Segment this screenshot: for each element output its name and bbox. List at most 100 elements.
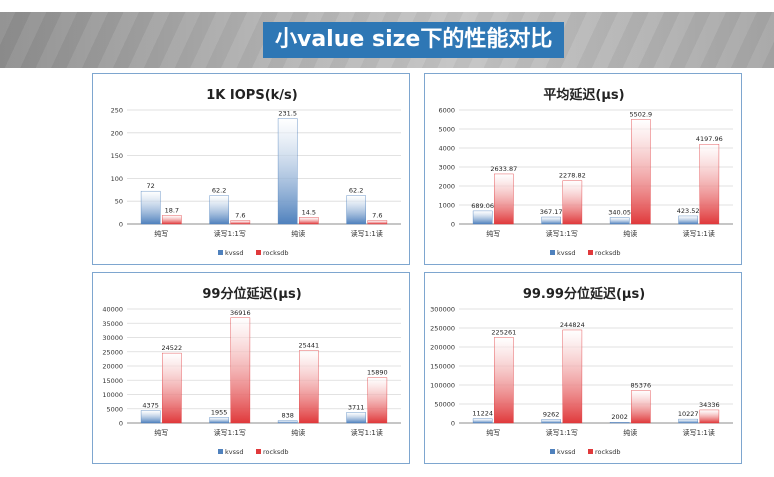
legend-label-kvssd: kvssd [225, 249, 244, 257]
chart-svg: 1K IOPS(k/s) 0 50 100 150 200 250 72 18.7 纯写 62.2 7… [111, 88, 401, 257]
data-label-rocksdb: 14.5 [302, 208, 316, 216]
bar-rocksdb [631, 119, 651, 225]
x-tick-label: 读写1:1写 [546, 428, 578, 437]
legend-label-kvssd: kvssd [557, 249, 576, 257]
y-tick-label: 200000 [430, 344, 455, 352]
data-label-rocksdb: 18.7 [165, 206, 179, 214]
x-tick-label: 纯写 [486, 229, 500, 238]
x-tick-label: 纯写 [486, 428, 500, 437]
data-label-kvssd: 689.06 [471, 202, 494, 210]
chart-svg: 平均延迟(μs) 0 1000 2000 3000 4000 5000 6000 689.06 2… [438, 87, 733, 257]
y-tick-label: 35000 [102, 320, 123, 328]
bar-rocksdb [631, 390, 651, 424]
x-tick-label: 读写1:1读 [683, 229, 715, 238]
legend-swatch-kvssd [218, 250, 223, 255]
bar-rocksdb [230, 317, 251, 424]
x-tick-label: 纯读 [291, 229, 305, 238]
bar-kvssd [609, 422, 630, 424]
data-label-rocksdb: 244824 [560, 321, 585, 329]
data-label-kvssd: 423.52 [677, 207, 700, 215]
legend-swatch-rocksdb [256, 250, 261, 255]
legend-label-kvssd: kvssd [557, 448, 576, 456]
data-label-kvssd: 4375 [142, 402, 159, 410]
bar-kvssd [472, 418, 493, 424]
bar-kvssd [140, 190, 161, 225]
bar-kvssd [346, 412, 366, 424]
bar-rocksdb [299, 217, 319, 225]
data-label-rocksdb: 225261 [491, 328, 516, 336]
x-tick-label: 纯读 [623, 428, 637, 437]
y-tick-label: 10000 [102, 391, 123, 399]
data-label-kvssd: 10227 [678, 410, 699, 418]
x-tick-label: 读写1:1读 [683, 428, 715, 437]
legend-swatch-rocksdb [256, 449, 261, 454]
legend-label-rocksdb: rocksdb [595, 448, 620, 456]
data-label-kvssd: 3711 [348, 403, 365, 411]
legend-label-rocksdb: rocksdb [263, 448, 288, 456]
y-tick-label: 200 [111, 129, 123, 137]
data-label-rocksdb: 34336 [699, 401, 720, 409]
y-tick-label: 100 [111, 175, 123, 183]
data-label-rocksdb: 7.6 [235, 212, 245, 220]
bar-rocksdb [699, 144, 720, 225]
bar-rocksdb [699, 409, 720, 424]
data-label-kvssd: 340.05 [608, 209, 631, 217]
y-tick-label: 150 [111, 152, 123, 160]
x-tick-label: 纯写 [154, 229, 168, 238]
data-label-rocksdb: 24522 [161, 344, 182, 352]
data-label-kvssd: 11224 [472, 410, 493, 418]
y-tick-label: 30000 [102, 334, 123, 342]
y-tick-label: 250000 [430, 325, 455, 333]
legend-label-rocksdb: rocksdb [263, 249, 288, 257]
y-tick-label: 50 [115, 198, 123, 206]
x-tick-label: 读写1:1写 [546, 229, 578, 238]
bar-rocksdb [162, 352, 182, 424]
chart-panel-p99-latency: 99分位延迟(μs) 0 5000 10000 15000 20000 25000 30000… [92, 272, 410, 464]
data-label-kvssd: 9262 [543, 410, 560, 418]
bar-rocksdb [494, 173, 514, 225]
y-tick-label: 250 [111, 107, 123, 115]
bar-rocksdb [367, 377, 388, 424]
y-tick-label: 5000 [106, 405, 123, 413]
y-tick-label: 40000 [102, 306, 123, 314]
data-label-kvssd: 838 [281, 412, 293, 420]
legend-label-kvssd: kvssd [225, 448, 244, 456]
bar-kvssd [209, 417, 229, 424]
data-label-kvssd: 72 [147, 182, 155, 190]
y-tick-label: 6000 [438, 107, 455, 115]
bar-rocksdb [562, 180, 583, 225]
y-tick-label: 0 [451, 221, 455, 229]
data-label-kvssd: 367.17 [540, 208, 563, 216]
x-tick-label: 读写1:1写 [214, 428, 246, 437]
legend-swatch-rocksdb [588, 449, 593, 454]
slide-title: 小value size下的性能对比 [263, 22, 565, 58]
y-tick-label: 5000 [438, 126, 455, 134]
bar-kvssd [678, 215, 698, 225]
y-tick-label: 50000 [434, 401, 455, 409]
data-label-rocksdb: 15890 [367, 369, 388, 377]
chart-panel-p9999-latency: 99.99分位延迟(μs) 0 50000 100000 150000 200000 250… [424, 272, 742, 464]
y-tick-label: 1000 [438, 202, 455, 210]
x-tick-label: 读写1:1写 [214, 229, 246, 238]
data-label-kvssd: 1955 [211, 408, 228, 416]
bar-rocksdb [562, 329, 583, 424]
x-tick-label: 读写1:1读 [351, 428, 383, 437]
data-label-kvssd: 2002 [611, 413, 628, 421]
bar-kvssd [277, 420, 298, 424]
legend-swatch-kvssd [218, 449, 223, 454]
y-tick-label: 0 [451, 420, 455, 428]
y-tick-label: 3000 [438, 164, 455, 172]
chart-title: 1K IOPS(k/s) [206, 88, 297, 103]
legend-swatch-rocksdb [588, 250, 593, 255]
data-label-rocksdb: 5502.9 [629, 110, 652, 118]
y-tick-label: 25000 [102, 348, 123, 356]
y-tick-label: 15000 [102, 377, 123, 385]
data-label-rocksdb: 2633.87 [490, 165, 517, 173]
bar-kvssd [346, 195, 366, 225]
legend-label-rocksdb: rocksdb [595, 249, 620, 257]
data-label-kvssd: 231.5 [278, 109, 297, 117]
legend-swatch-kvssd [550, 449, 555, 454]
chart-title: 99分位延迟(μs) [202, 286, 301, 302]
chart-svg: 99分位延迟(μs) 0 5000 10000 15000 20000 25000 30000… [102, 286, 401, 456]
bar-kvssd [541, 216, 561, 225]
